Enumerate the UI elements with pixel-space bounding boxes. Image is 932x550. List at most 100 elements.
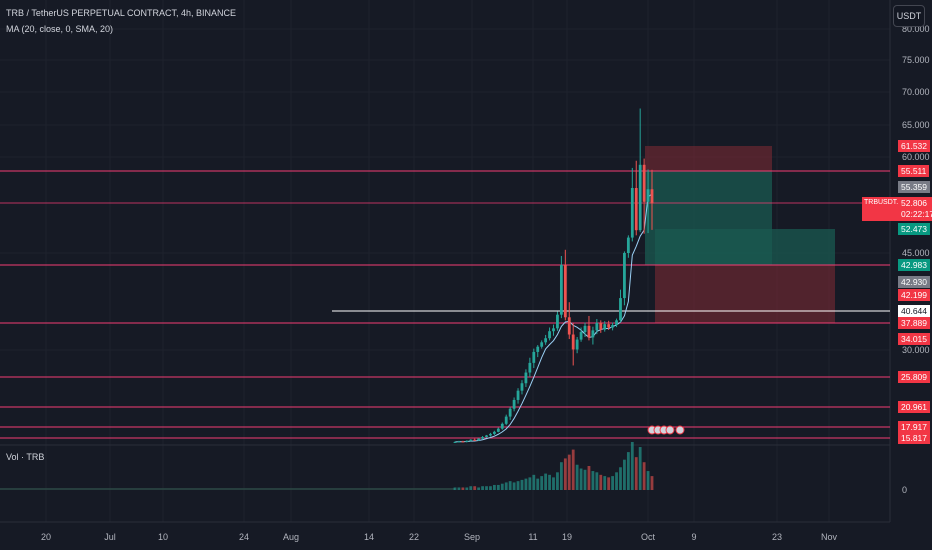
- volume-bar: [512, 482, 516, 490]
- volume-bar: [540, 476, 544, 490]
- candle: [500, 422, 504, 430]
- candle: [520, 380, 524, 395]
- candle-body: [532, 351, 536, 363]
- candle-body: [536, 346, 540, 352]
- volume-legend[interactable]: Vol · TRB: [6, 452, 45, 462]
- time-tick-label: 24: [239, 532, 249, 542]
- candle-body: [477, 438, 481, 441]
- price-tick-label: 70.000: [902, 87, 930, 97]
- candle: [559, 255, 563, 319]
- volume-bar: [595, 472, 599, 490]
- volume-bar: [642, 462, 646, 490]
- time-tick-label: Jul: [104, 532, 116, 542]
- candle: [524, 369, 528, 387]
- candle-body: [619, 298, 622, 321]
- price-badge: 42.199: [898, 289, 930, 301]
- candle-body: [544, 338, 548, 343]
- volume-bar: [626, 452, 630, 490]
- candle-body: [493, 431, 496, 434]
- indicator-legend[interactable]: MA (20, close, 0, SMA, 20): [6, 24, 114, 34]
- candle-body: [512, 399, 516, 409]
- candle: [646, 169, 650, 234]
- candle-body: [559, 264, 563, 315]
- candle-body: [500, 423, 504, 429]
- event-markers: [647, 425, 685, 435]
- horizontal-levels: [0, 170, 890, 439]
- time-tick-label: 20: [41, 532, 51, 542]
- volume-bar: [548, 474, 551, 490]
- volume-bar: [650, 476, 654, 490]
- candle-body: [508, 408, 512, 417]
- price-badge: 40.644: [898, 305, 930, 317]
- candle: [642, 158, 646, 234]
- candle: [615, 318, 618, 328]
- candle-body: [496, 428, 500, 432]
- moving-average-line: [454, 193, 653, 443]
- candle: [623, 251, 626, 306]
- volume-tick-label: 0: [902, 485, 907, 495]
- price-badge: 25.809: [898, 371, 930, 383]
- time-tick-label: 10: [158, 532, 168, 542]
- symbol-title: TRB / TetherUS PERPETUAL CONTRACT, 4h, B…: [6, 8, 237, 18]
- candle: [504, 414, 508, 426]
- volume-bar: [469, 486, 473, 490]
- event-marker: [665, 425, 675, 435]
- candle-body: [567, 317, 571, 335]
- candle: [599, 320, 603, 333]
- time-tick-label: 19: [562, 532, 572, 542]
- volume-bar: [461, 487, 465, 490]
- volume-bar: [536, 478, 540, 490]
- volume-bar: [453, 487, 457, 490]
- candle-body: [634, 187, 638, 231]
- candle: [595, 319, 599, 335]
- volume-bar: [607, 477, 611, 490]
- volume-bar: [591, 471, 595, 490]
- currency-button[interactable]: USDT: [893, 5, 925, 27]
- volume-bar: [623, 459, 626, 490]
- price-badge: 37.889: [898, 317, 930, 329]
- volume-bar: [611, 476, 614, 490]
- price-badge: 61.532: [898, 140, 930, 152]
- time-tick-label: Nov: [821, 532, 838, 542]
- volume-bar: [583, 469, 587, 490]
- candle-body: [642, 164, 646, 202]
- time-tick-label: 14: [364, 532, 374, 542]
- candle-body: [524, 372, 528, 384]
- candle-body: [591, 330, 595, 338]
- candle: [571, 323, 575, 366]
- time-tick-label: 23: [772, 532, 782, 542]
- volume-bar: [477, 487, 481, 490]
- candle-body: [548, 331, 551, 339]
- current-symbol: TRBUSDT.P: [864, 199, 903, 206]
- volume-bar: [587, 466, 591, 490]
- price-badge: 42.930: [898, 276, 930, 288]
- price-badge: 17.917: [898, 421, 930, 433]
- event-marker: [675, 425, 685, 435]
- candle: [508, 406, 512, 420]
- price-badge: 34.015: [898, 333, 930, 345]
- volume-bar: [552, 477, 555, 490]
- candle-body: [607, 324, 611, 328]
- volume-bar: [528, 477, 532, 490]
- candle-body: [603, 324, 607, 330]
- candle-body: [623, 253, 626, 299]
- candle: [477, 438, 481, 441]
- volume-bar: [559, 462, 563, 490]
- ma-line: [454, 193, 653, 443]
- time-tick-label: 9: [691, 532, 696, 542]
- candle: [493, 430, 496, 435]
- candle: [563, 249, 567, 321]
- volume-bar: [567, 454, 571, 490]
- candle-body: [587, 325, 591, 338]
- volume-bar: [619, 467, 622, 490]
- candle: [575, 336, 579, 354]
- candle: [630, 167, 634, 242]
- candle-body: [461, 441, 465, 443]
- candle-body: [540, 342, 544, 347]
- price-tick-label: 80.000: [902, 24, 930, 34]
- volume-bar: [516, 481, 520, 490]
- candle: [611, 322, 614, 331]
- long-stop-zone: [655, 265, 835, 323]
- time-tick-label: Oct: [641, 532, 656, 542]
